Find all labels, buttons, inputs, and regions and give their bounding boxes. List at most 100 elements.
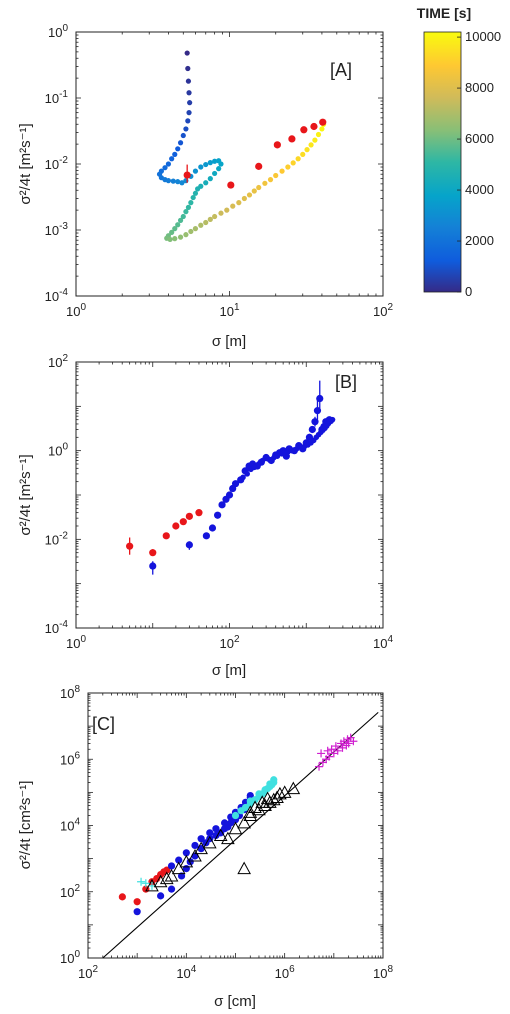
time-colored-point	[165, 178, 172, 184]
x-tick-label: 108	[373, 964, 393, 981]
plus-marker	[346, 733, 355, 742]
data-point	[149, 549, 157, 557]
time-colored-point	[165, 161, 172, 167]
time-colored-point	[267, 177, 274, 183]
time-colored-point	[185, 204, 192, 211]
time-colored-point	[169, 156, 175, 162]
plus-marker	[344, 739, 353, 748]
triangle-marker	[286, 781, 301, 795]
colorbar: 0 2000 4000 6000 8000 10000 TIME [s]	[417, 5, 501, 299]
data-point	[218, 501, 226, 509]
colorbar-ticks: 0 2000 4000 6000 8000 10000	[457, 29, 501, 299]
data-point	[118, 893, 126, 901]
triangle-marker	[213, 828, 228, 841]
time-colored-point	[198, 164, 204, 170]
time-colored-point	[192, 226, 199, 232]
time-colored-point	[192, 190, 199, 196]
data-point	[202, 532, 210, 540]
triangle-marker	[164, 868, 179, 882]
time-colored-point	[290, 160, 296, 166]
data-point	[310, 122, 318, 131]
data-point	[214, 511, 222, 519]
time-colored-point	[186, 90, 192, 96]
triangle-marker	[243, 805, 258, 818]
time-colored-point	[246, 192, 253, 198]
time-colored-point	[175, 146, 181, 152]
data-point	[133, 898, 141, 906]
data-point	[126, 542, 134, 550]
data-point	[167, 885, 176, 893]
panel-b-ticks: 100 102 104 10-4 10-2 100 102	[45, 353, 394, 651]
data-point	[172, 522, 180, 530]
time-colored-point	[207, 176, 213, 182]
time-colored-point	[308, 142, 314, 148]
triangle-marker	[255, 795, 270, 808]
data-point	[300, 126, 308, 134]
data-point	[195, 509, 203, 517]
panel-a-xlabel: σ [m]	[212, 333, 246, 350]
time-colored-point	[304, 147, 310, 153]
x-tick-label: 100	[66, 302, 86, 319]
time-colored-point	[192, 168, 199, 174]
x-tick-label: 102	[219, 634, 239, 651]
x-tick-label: 101	[219, 302, 239, 319]
data-point	[149, 562, 157, 570]
time-colored-point	[279, 168, 285, 174]
data-point	[273, 141, 281, 149]
data-point	[227, 181, 235, 189]
time-colored-point	[207, 216, 213, 222]
data-point	[191, 841, 199, 850]
time-colored-point	[195, 186, 201, 192]
time-colored-point	[262, 180, 268, 186]
y-tick-label: 100	[60, 949, 80, 966]
panel-b-marks	[126, 380, 336, 575]
panel-c-xlabel: σ [cm]	[214, 993, 256, 1010]
reference-line	[102, 711, 379, 959]
time-colored-point	[169, 229, 175, 235]
time-colored-point	[183, 232, 189, 238]
data-point	[206, 829, 214, 837]
data-point	[183, 171, 191, 179]
y-tick-label: 10-2	[45, 155, 69, 172]
data-point	[175, 856, 183, 864]
time-colored-point	[315, 131, 322, 138]
data-point	[308, 425, 316, 434]
time-colored-point	[256, 184, 262, 191]
data-point	[246, 797, 254, 805]
panel-c-marks	[102, 711, 379, 959]
time-colored-point	[285, 164, 291, 170]
time-colored-point	[203, 219, 209, 226]
time-colored-point	[241, 195, 247, 202]
time-colored-point	[162, 165, 168, 171]
panel-b: 100 102 104 10-4 10-2 100 102 [B] σ [m] σ²/4t …	[17, 353, 393, 679]
y-tick-label: 102	[60, 883, 80, 900]
data-point	[261, 786, 269, 794]
y-tick-label: 10-4	[45, 619, 69, 636]
y-tick-label: 10-3	[45, 221, 69, 238]
time-colored-point	[295, 156, 301, 162]
time-colored-point	[175, 222, 181, 228]
panel-b-label: [B]	[335, 372, 357, 392]
x-tick-label: 100	[66, 634, 86, 651]
time-colored-point	[172, 151, 178, 157]
panel-c-label: [C]	[92, 714, 115, 734]
time-colored-point	[236, 200, 242, 206]
y-tick-label: 100	[48, 23, 68, 40]
y-tick-label: 106	[60, 750, 80, 767]
time-colored-point	[175, 179, 181, 185]
time-colored-point	[177, 217, 184, 223]
time-colored-point	[188, 228, 194, 235]
time-colored-point	[183, 126, 189, 132]
time-colored-point	[224, 207, 230, 213]
data-point	[240, 474, 246, 481]
panel-b-ylabel: σ²/4t [m²s⁻¹]	[17, 454, 34, 535]
triangle-marker	[153, 874, 168, 888]
colorbar-tick-label: 2000	[465, 233, 494, 248]
time-colored-point	[230, 203, 236, 209]
plus-marker	[317, 749, 326, 758]
plus-marker	[331, 742, 340, 751]
time-colored-point	[203, 161, 209, 168]
time-colored-point	[188, 200, 194, 206]
panel-b-xlabel: σ [m]	[212, 662, 246, 679]
